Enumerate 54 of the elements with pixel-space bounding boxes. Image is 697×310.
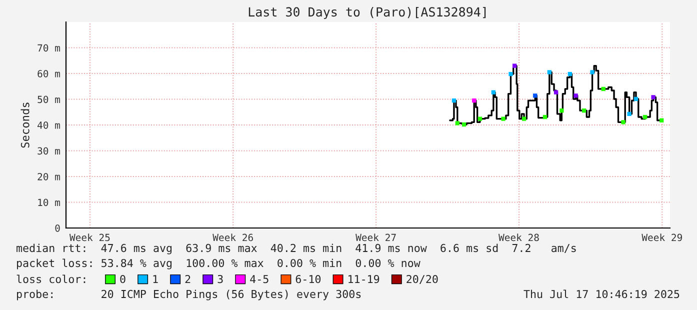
chart-title: Last 30 Days to (Paro)[AS132894] [248, 6, 486, 20]
point [582, 108, 586, 113]
y-tick-label: 60 m [38, 70, 60, 78]
legend-title: loss color: [16, 274, 86, 284]
legend-label: 6-10 [296, 274, 321, 284]
legend-label: 0 [120, 274, 126, 284]
point [512, 64, 517, 68]
y-tick-label: 20 m [38, 173, 60, 180]
x-tick-label: Week 25 [69, 234, 110, 242]
point [568, 72, 572, 76]
point [508, 72, 513, 76]
point [621, 120, 626, 124]
text: packet loss: 53.84 % avg 100.00 % max 0.00 % min 0.00 % now [17, 258, 420, 270]
point [472, 98, 476, 103]
x-tick-label: Week 27 [356, 234, 396, 242]
legend-label: 2 [185, 274, 190, 284]
y-tick-label: 40 m [38, 122, 60, 129]
point [542, 114, 548, 120]
legend-label: 1 [153, 275, 158, 284]
point [634, 96, 638, 102]
point [627, 112, 632, 116]
text: probe: 20 ICMP Echo Pings (56 Bytes) every 300s [17, 290, 361, 300]
point [501, 116, 506, 121]
point [491, 90, 496, 94]
point [601, 86, 606, 92]
x-tick-label: Week 28 [498, 234, 539, 242]
point [574, 94, 578, 98]
y-tick-label: 10 m [38, 198, 60, 206]
point [590, 70, 594, 74]
legend-label: 11-19 [348, 274, 380, 284]
point [462, 122, 466, 127]
x-tick-label: Week 29 [642, 234, 682, 242]
point [547, 70, 552, 74]
point [533, 94, 538, 98]
point [560, 108, 564, 113]
y-tick-label: 70 m [38, 44, 60, 52]
point [478, 116, 482, 121]
y-tick-label: 0 [55, 224, 60, 232]
point [554, 90, 558, 94]
point [651, 95, 656, 100]
text: median rtt: 47.6 ms avg 63.9 ms max 40.2 ms min 41.9 ms now 6.6 ms sd 7.2 am/s [16, 244, 576, 254]
legend-label: 20/20 [406, 274, 438, 284]
legend-label: 3 [218, 274, 223, 284]
point [642, 114, 648, 120]
legend-label: 4-5 [250, 275, 268, 284]
x-tick-label: Week 26 [212, 234, 253, 242]
y-axis-title: Seconds [20, 102, 30, 148]
point [522, 116, 526, 121]
y-tick-label: 50 m [38, 96, 60, 104]
point [452, 98, 456, 103]
text: Thu Jul 17 10:46:19 2025 [524, 290, 680, 298]
point [455, 121, 460, 126]
y-tick-label: 30 m [38, 147, 60, 155]
point [660, 118, 664, 122]
